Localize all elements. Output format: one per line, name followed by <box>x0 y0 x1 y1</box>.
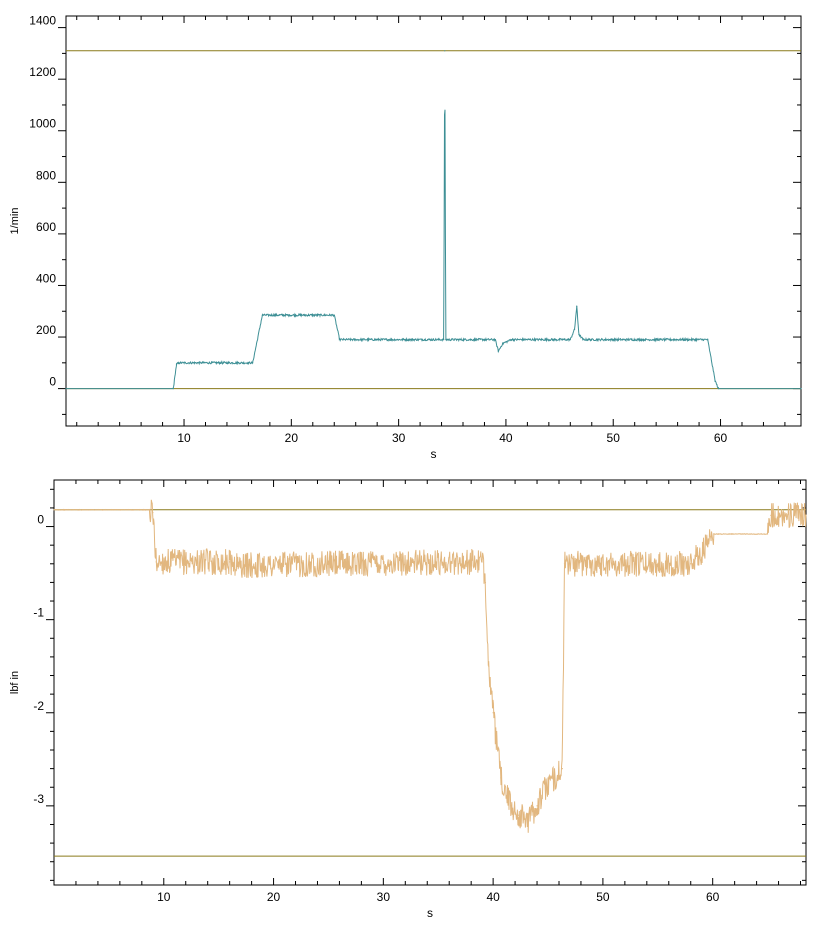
series-point <box>713 533 715 535</box>
plot-frame <box>53 479 807 886</box>
series-point <box>510 339 512 341</box>
series-point <box>569 339 571 341</box>
series-point <box>445 339 447 341</box>
series-point <box>707 339 709 341</box>
series-point <box>65 388 67 390</box>
series-point <box>148 509 151 511</box>
y-axis-label: 1/min <box>9 208 21 235</box>
series-point <box>576 305 578 307</box>
x-tick-label: 20 <box>267 890 281 904</box>
series-point <box>333 314 335 316</box>
series-point <box>502 342 504 345</box>
y-tick-label: 200 <box>36 323 56 337</box>
series-point <box>488 665 490 667</box>
series-point <box>481 561 483 563</box>
series-point <box>545 786 547 788</box>
x-tick-label: 60 <box>706 890 720 904</box>
x-tick-label: 10 <box>157 890 171 904</box>
series-point <box>573 328 576 330</box>
x-tick-label: 20 <box>285 431 299 445</box>
series-point <box>510 805 512 807</box>
x-tick-label: 60 <box>714 431 728 445</box>
y-tick-label: 0 <box>37 513 44 527</box>
series-point <box>252 362 254 364</box>
series-point <box>500 777 502 779</box>
plot-frame <box>65 15 802 427</box>
series-point <box>484 581 487 584</box>
x-tick-label: 30 <box>377 890 391 904</box>
series-point <box>563 563 566 565</box>
series-point <box>800 388 802 390</box>
series-point <box>497 350 500 352</box>
series-line <box>53 499 807 833</box>
series-point <box>770 514 772 516</box>
y-tick-label: 400 <box>36 271 56 285</box>
x-axis-label: s <box>431 447 437 461</box>
series-point <box>578 333 580 336</box>
y-tick-label: 800 <box>36 168 56 182</box>
series-point <box>766 533 769 535</box>
series-point <box>554 777 556 779</box>
y-tick-label: 0 <box>49 375 56 389</box>
series-point <box>492 712 494 714</box>
speed-chart: 10 20 30 40 50 600200400600800100012001400s1/… <box>9 14 802 461</box>
x-tick-label: 50 <box>596 890 610 904</box>
x-axis-label: s <box>427 906 433 920</box>
series-point <box>155 561 157 563</box>
y-tick-label: -2 <box>33 699 44 713</box>
x-tick-label: 10 <box>177 431 191 445</box>
series-point <box>717 388 719 390</box>
series-point <box>536 805 538 807</box>
series-point <box>229 561 231 563</box>
series-point <box>152 511 154 514</box>
x-tick-label: 30 <box>392 431 406 445</box>
torque-chart: 10 20 30 40 50 60 0 -1 -2 -3 s lbf in <box>9 479 807 920</box>
series-point <box>443 339 445 341</box>
series-point <box>517 814 519 816</box>
series-point <box>339 339 341 341</box>
series-point <box>53 509 55 511</box>
y-axis-label: lbf in <box>9 671 21 694</box>
series-point <box>561 768 563 770</box>
series-point <box>175 363 178 365</box>
series-point <box>527 819 529 821</box>
series-line <box>66 109 801 390</box>
series-point <box>805 514 807 516</box>
series-point <box>172 388 174 390</box>
series-point <box>582 339 584 341</box>
series-point <box>316 563 319 565</box>
y-tick-label: -1 <box>33 606 44 620</box>
y-tick-label: 1400 <box>29 14 56 28</box>
y-tick-label: 1000 <box>29 117 56 131</box>
x-tick-label: 40 <box>486 890 500 904</box>
y-tick-label: 1200 <box>29 65 56 79</box>
series-point <box>261 314 263 316</box>
x-tick-label: 40 <box>499 431 513 445</box>
series-point <box>714 380 716 382</box>
series-point <box>690 563 692 565</box>
series-point <box>444 50 446 52</box>
series-point <box>706 544 708 546</box>
series-point <box>494 339 496 341</box>
y-tick-label: 600 <box>36 220 56 234</box>
series-point <box>240 565 242 567</box>
x-tick-label: 50 <box>607 431 621 445</box>
series-point <box>179 362 181 364</box>
y-tick-label: -3 <box>33 792 44 806</box>
